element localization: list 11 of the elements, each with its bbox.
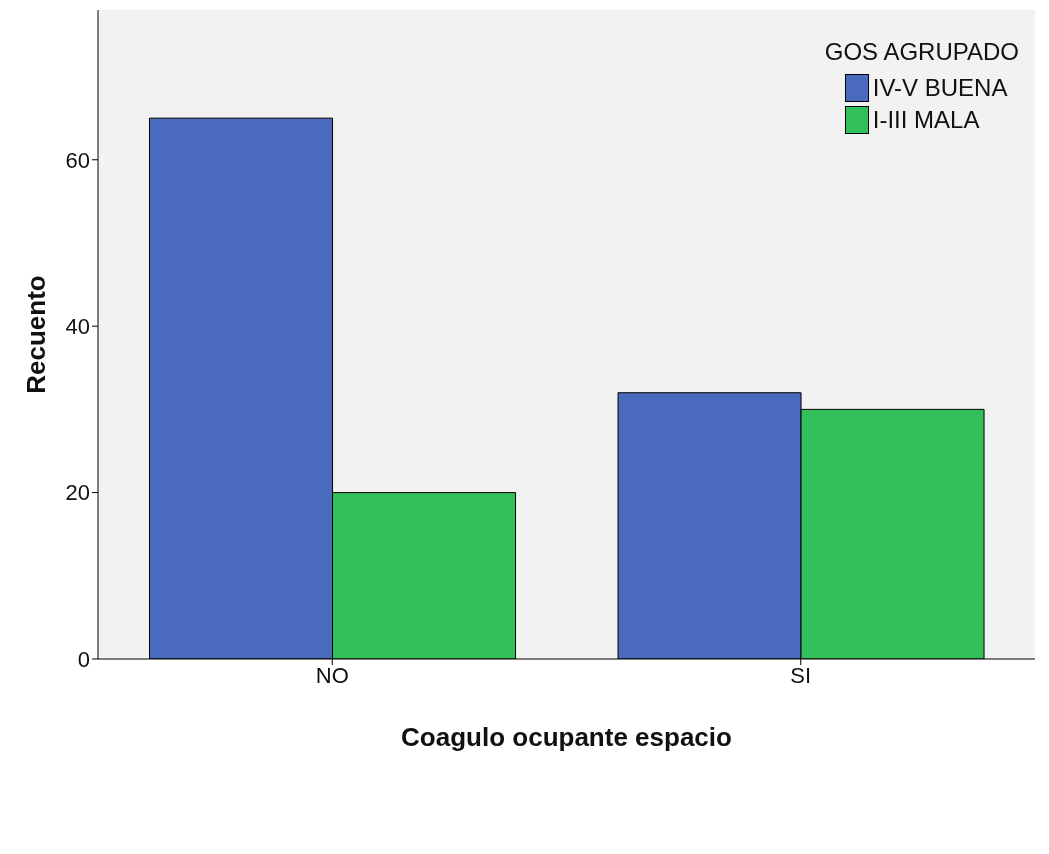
legend-label: IV-V BUENA <box>871 73 1009 103</box>
y-axis-title: Recuento <box>21 275 52 394</box>
x-axis-title: Coagulo ocupante espacio <box>401 722 732 752</box>
y-tick-label: 60 <box>65 147 90 173</box>
y-tick-label: 40 <box>65 313 90 339</box>
y-tick-label: 0 <box>77 646 90 672</box>
legend-title: GOS AGRUPADO <box>824 38 1019 66</box>
legend-label: I-III MALA <box>871 105 981 135</box>
x-tick-label: SI <box>790 662 812 688</box>
x-tick-label: NO <box>315 662 349 688</box>
y-tick-label: 20 <box>65 480 90 506</box>
